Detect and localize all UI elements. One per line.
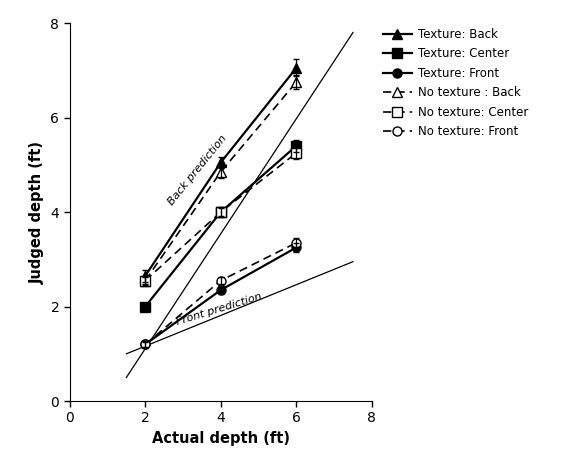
X-axis label: Actual depth (ft): Actual depth (ft) xyxy=(152,431,290,446)
Text: Back prediction: Back prediction xyxy=(166,133,228,207)
Text: Front prediction: Front prediction xyxy=(175,291,263,326)
Legend: Texture: Back, Texture: Center, Texture: Front, No texture : Back, No texture: C: Texture: Back, Texture: Center, Texture:… xyxy=(378,23,533,143)
Y-axis label: Judged depth (ft): Judged depth (ft) xyxy=(30,141,45,284)
